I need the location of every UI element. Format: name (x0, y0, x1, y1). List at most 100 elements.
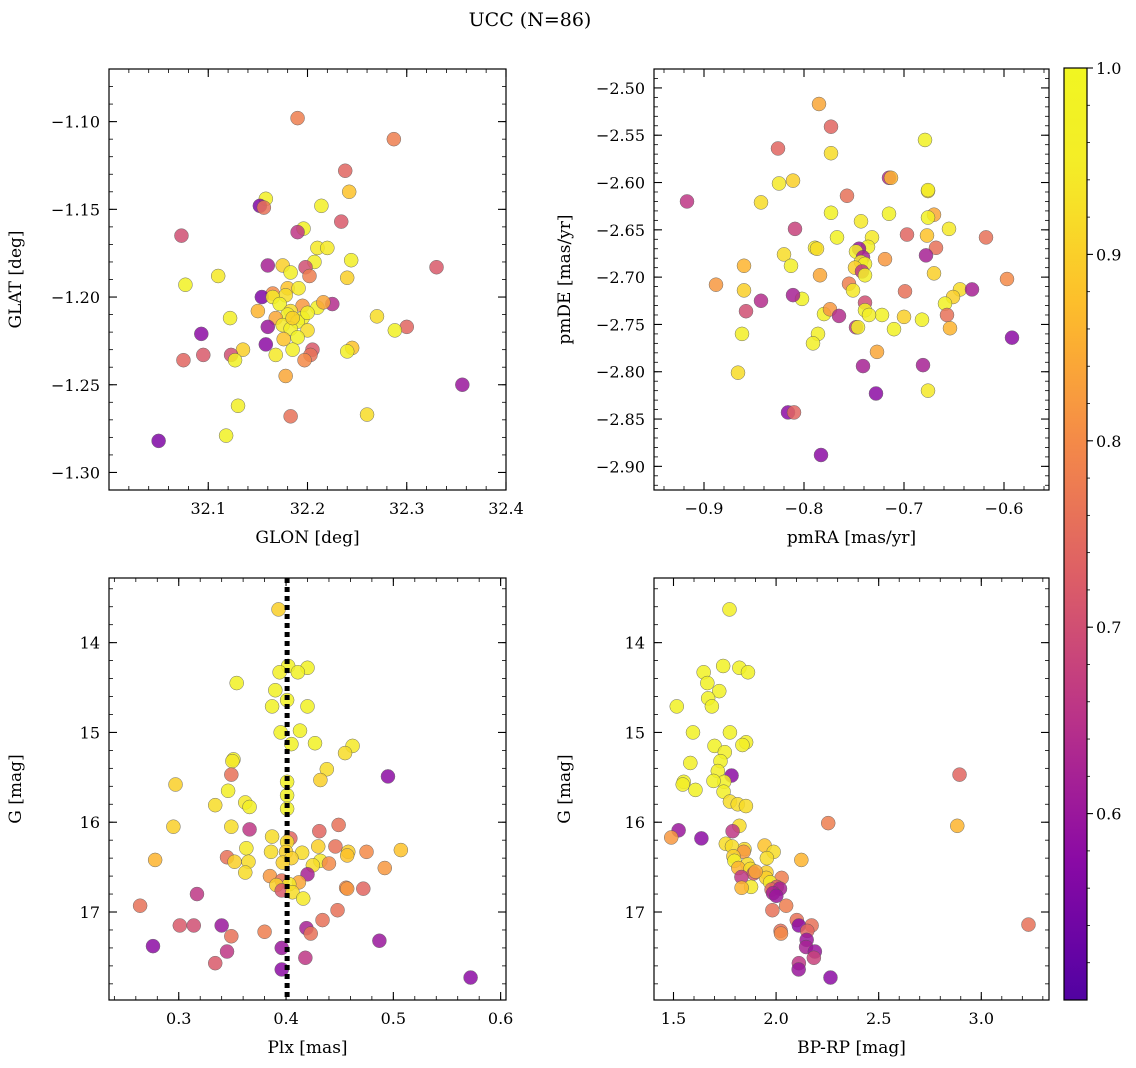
y-tick-label: −2.50 (596, 79, 645, 98)
scatter-point (941, 221, 957, 237)
y-tick-label: −2.90 (596, 457, 645, 476)
scatter-point (331, 817, 346, 833)
scatter-point (787, 221, 803, 237)
scatter-point (268, 682, 283, 698)
scatter-point (207, 797, 223, 813)
scatter-point (920, 383, 936, 398)
scatter-point (307, 735, 323, 751)
y-tick-label: 16 (80, 813, 100, 832)
scatter-point (770, 141, 786, 156)
scatter-point (186, 918, 202, 933)
scatter-point (771, 176, 787, 191)
scatter-point (829, 230, 845, 245)
y-tick-label: −2.65 (596, 221, 645, 240)
scatter-point (290, 224, 305, 240)
scatter-point (132, 898, 148, 913)
plot-frame (653, 68, 1050, 491)
scatter-point (330, 902, 345, 918)
scatter-points (132, 602, 478, 985)
scatter-point (722, 725, 738, 740)
scatter-point (302, 268, 317, 284)
scatter-point (675, 777, 690, 792)
y-tick-label: 14 (80, 634, 100, 653)
y-tick-label: −2.55 (596, 126, 645, 145)
scatter-point (861, 307, 877, 323)
scatter-point (978, 230, 994, 245)
scatter-point (663, 830, 679, 845)
scatter-point (145, 938, 161, 954)
colorbar-tick-label: 0.8 (1096, 432, 1121, 451)
scatter-point (794, 852, 809, 868)
scatter-point (463, 970, 478, 985)
scatter-point (292, 723, 308, 738)
scatter-point (736, 283, 752, 298)
colorbar-tick-label: 0.6 (1096, 805, 1121, 824)
scatter-point (999, 271, 1015, 287)
scatter-point (773, 926, 789, 941)
scatter-point (850, 320, 866, 335)
scatter-point (839, 188, 855, 204)
scatter-point (783, 258, 799, 274)
scatter-point (264, 699, 280, 714)
scatter-point (227, 352, 243, 368)
scatter-point (683, 755, 698, 771)
scatter-point (300, 323, 315, 338)
scatter-point (174, 228, 189, 243)
scatter-point (939, 307, 955, 323)
scatter-point (730, 365, 746, 380)
x-tick-label: −0.6 (985, 499, 1024, 518)
scatter-point (276, 331, 291, 347)
scatter-point (328, 839, 343, 854)
scatter-point (250, 303, 266, 319)
scatter-point (310, 839, 326, 854)
scatter-point (820, 815, 836, 831)
scatter-point (919, 228, 935, 243)
scatter-point (823, 119, 839, 134)
scatter-point (227, 854, 242, 869)
colorbar-gradient (1063, 67, 1088, 1001)
x-tick-label: 0.6 (488, 1009, 513, 1028)
scatter-point (224, 767, 239, 782)
x-tick-label: 32.4 (488, 499, 524, 518)
scatter-point (260, 319, 276, 335)
scatter-point (712, 683, 727, 699)
panels: 32.1 32.2 32.3 32.4 −1.10 −1.15 −1.20 −1.25 −1.3… (6, 68, 1050, 1058)
scatter-point (915, 357, 931, 373)
scatter-point (214, 918, 229, 933)
scatter-point (952, 767, 967, 782)
y-tick-label: 14 (625, 634, 645, 653)
scatter-point (823, 145, 839, 161)
y-tick-label: −2.60 (596, 174, 645, 193)
y-tick-label: −1.10 (51, 113, 100, 132)
colorbar-tick-label: 0.7 (1096, 618, 1121, 637)
scatter-point (172, 918, 188, 933)
scatter-point (298, 950, 313, 966)
x-axis-label: Plx [mas] (267, 1038, 347, 1058)
scatter-point (189, 886, 205, 902)
scatter-point (715, 658, 731, 674)
scatter-point (725, 823, 740, 839)
scatter-point (778, 898, 794, 913)
scatter-point (297, 352, 312, 368)
scatter-point (918, 248, 934, 263)
scatter-point (260, 258, 276, 273)
x-tick-label: −0.7 (885, 499, 924, 518)
scatter-points (663, 602, 1036, 985)
scatter-point (372, 933, 387, 948)
y-tick-label: −2.70 (596, 268, 645, 287)
scatter-point (942, 320, 958, 336)
scatter-point (753, 195, 769, 210)
scatter-point (285, 342, 300, 357)
scatter-point (268, 347, 283, 363)
scatter-point (1004, 330, 1020, 345)
scatter-point (688, 782, 703, 798)
y-tick-label: −1.20 (51, 288, 100, 307)
scatter-point (785, 287, 801, 303)
scatter-point (343, 252, 359, 268)
plot-frame (653, 577, 1050, 1001)
y-tick-label: −1.25 (51, 376, 100, 395)
y-tick-label: 16 (625, 813, 645, 832)
scatter-point (316, 295, 331, 310)
scatter-point (272, 665, 287, 680)
scatter-point (341, 184, 357, 200)
